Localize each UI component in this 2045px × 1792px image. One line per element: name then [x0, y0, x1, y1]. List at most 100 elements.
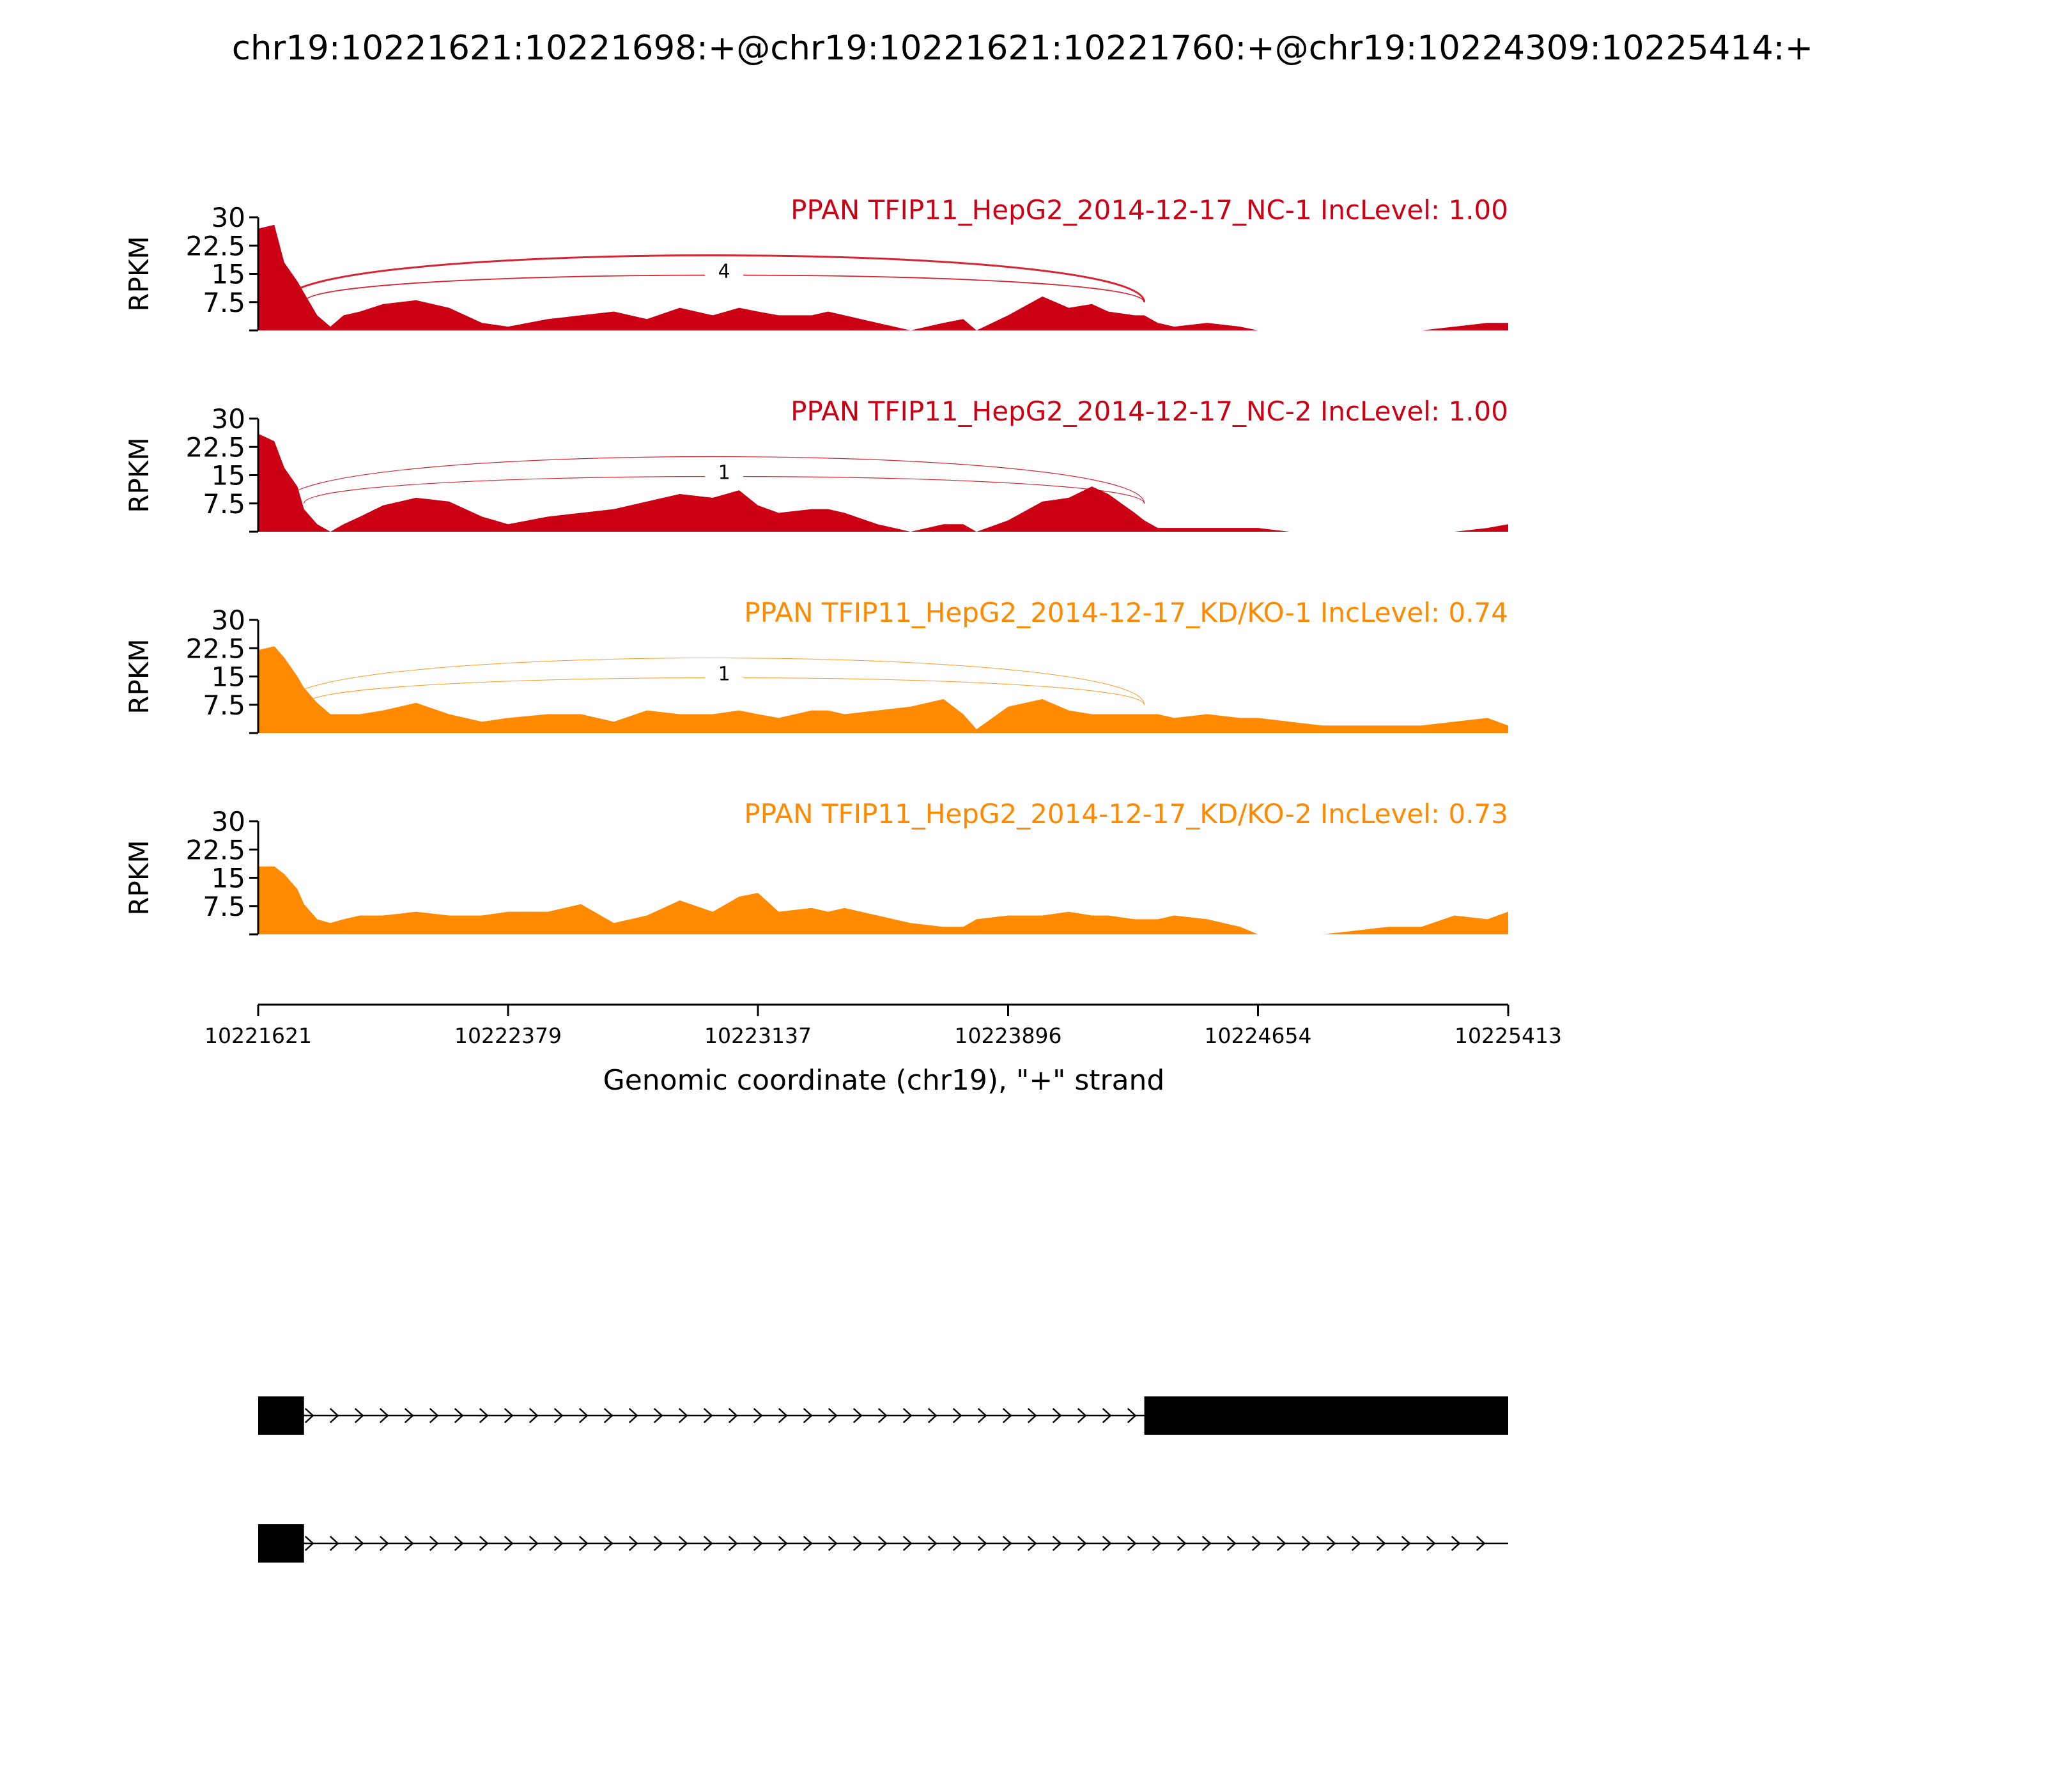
strand-chevron [329, 1536, 339, 1551]
coverage-area [258, 866, 1508, 934]
y-tick-label: 7.5 [203, 488, 245, 520]
junction-count-box [705, 662, 744, 688]
strand-chevron [853, 1536, 863, 1551]
strand-chevron [603, 1536, 614, 1551]
strand-chevron [404, 1536, 414, 1551]
strand-chevron [529, 1536, 539, 1551]
isoform-track [258, 1524, 1508, 1563]
strand-chevron [504, 1536, 514, 1551]
strand-chevron [902, 1536, 913, 1551]
strand-chevron [653, 1536, 663, 1551]
strand-chevron [1251, 1536, 1262, 1551]
x-tick-label: 10223896 [955, 1023, 1062, 1048]
y-tick-label: 7.5 [203, 891, 245, 922]
strand-chevron [753, 1408, 763, 1423]
strand-chevron [1102, 1536, 1112, 1551]
strand-chevron [1152, 1536, 1162, 1551]
strand-chevron [703, 1408, 713, 1423]
y-tick-label: 15 [212, 460, 245, 491]
y-tick-label: 22.5 [185, 834, 245, 865]
strand-chevron [379, 1408, 389, 1423]
y-tick-label: 30 [212, 202, 245, 233]
strand-chevron [1476, 1536, 1486, 1551]
strand-chevron [977, 1536, 987, 1551]
strand-chevron [728, 1408, 738, 1423]
strand-chevron [429, 1536, 439, 1551]
sample-label: PPAN TFIP11_HepG2_2014-12-17_NC-2 IncLev… [791, 396, 1508, 427]
junction-count-label: 1 [718, 461, 730, 484]
strand-chevron [703, 1536, 713, 1551]
strand-chevron [828, 1536, 838, 1551]
strand-chevron [354, 1536, 364, 1551]
y-tick-label: 22.5 [185, 431, 245, 463]
strand-chevron [329, 1408, 339, 1423]
junction-arc [283, 456, 1145, 504]
junction-count-label: 1 [718, 663, 730, 685]
strand-chevron [877, 1536, 888, 1551]
strand-chevron [1201, 1536, 1212, 1551]
strand-chevron [553, 1408, 564, 1423]
x-tick-label: 10222379 [454, 1023, 562, 1048]
strand-chevron [354, 1408, 364, 1423]
figure-title: chr19:10221621:10221698:+@chr19:10221621… [232, 29, 1813, 68]
strand-chevron [1226, 1536, 1237, 1551]
strand-chevron [429, 1408, 439, 1423]
strand-chevron [454, 1536, 464, 1551]
strand-chevron [379, 1536, 389, 1551]
coverage-area [258, 224, 1508, 330]
strand-chevron [952, 1408, 962, 1423]
strand-chevron [803, 1408, 813, 1423]
sample-label: PPAN TFIP11_HepG2_2014-12-17_NC-1 IncLev… [791, 194, 1508, 226]
y-axis-label: RPKM [123, 437, 155, 513]
y-axis-label: RPKM [123, 236, 155, 311]
strand-chevron [653, 1408, 663, 1423]
strand-chevron [877, 1408, 888, 1423]
strand-chevron [628, 1536, 638, 1551]
strand-chevron [728, 1536, 738, 1551]
x-tick-label: 10223137 [704, 1023, 812, 1048]
strand-chevron [479, 1408, 489, 1423]
y-tick-label: 7.5 [203, 690, 245, 721]
strand-chevron [1326, 1536, 1336, 1551]
strand-chevron [1127, 1536, 1137, 1551]
strand-chevron [578, 1408, 589, 1423]
exon-block [258, 1396, 304, 1435]
strand-chevron [603, 1408, 614, 1423]
strand-chevron [1052, 1536, 1062, 1551]
strand-chevron [1052, 1408, 1062, 1423]
strand-chevron [927, 1408, 938, 1423]
sample-label: PPAN TFIP11_HepG2_2014-12-17_KD/KO-1 Inc… [744, 597, 1508, 628]
strand-chevron [304, 1536, 314, 1551]
strand-chevron [753, 1536, 763, 1551]
strand-chevron [952, 1536, 962, 1551]
y-tick-label: 7.5 [203, 287, 245, 318]
y-axis-label: RPKM [123, 638, 155, 714]
y-tick-label: 15 [212, 661, 245, 693]
y-tick-label: 15 [212, 863, 245, 894]
strand-chevron [404, 1408, 414, 1423]
strand-chevron [1301, 1536, 1311, 1551]
strand-chevron [1426, 1536, 1436, 1551]
x-tick-label: 10221621 [204, 1023, 312, 1048]
exon-block [258, 1524, 304, 1563]
strand-chevron [678, 1408, 688, 1423]
strand-chevron [1077, 1408, 1087, 1423]
strand-chevron [1027, 1408, 1037, 1423]
strand-chevron [578, 1536, 589, 1551]
strand-chevron [553, 1536, 564, 1551]
x-tick-label: 10225413 [1455, 1023, 1562, 1048]
y-tick-label: 30 [212, 403, 245, 435]
strand-chevron [1027, 1536, 1037, 1551]
coverage-area [258, 433, 1508, 532]
strand-chevron [1451, 1536, 1461, 1551]
strand-chevron [1002, 1536, 1012, 1551]
strand-chevron [678, 1536, 688, 1551]
strand-chevron [778, 1536, 788, 1551]
isoform-track [258, 1396, 1508, 1435]
junction-arc [282, 254, 1145, 303]
